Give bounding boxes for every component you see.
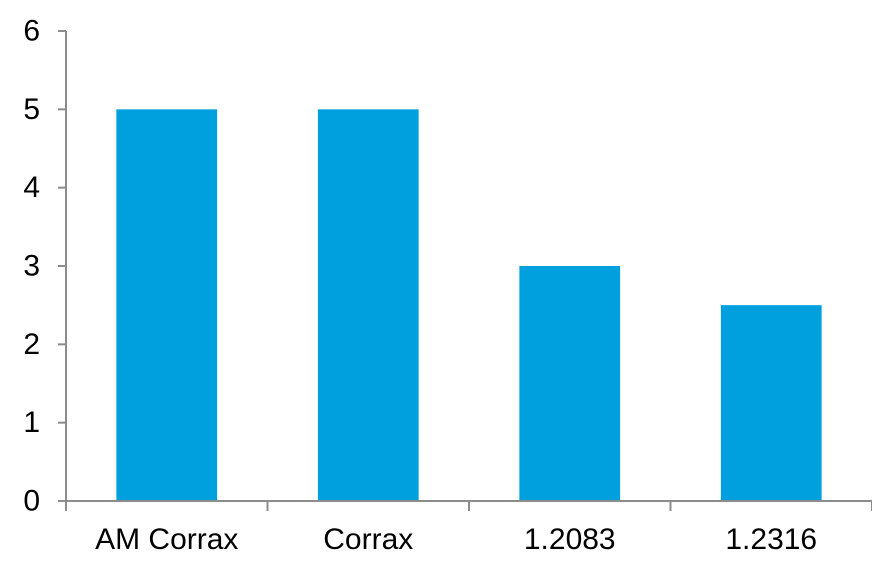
bar-am-corrax xyxy=(116,109,218,501)
x-category-label: 1.2316 xyxy=(725,523,817,556)
bars-group xyxy=(116,109,822,501)
y-tick-label: 1 xyxy=(23,406,40,439)
y-tick-label: 3 xyxy=(23,250,40,283)
x-category-label: AM Corrax xyxy=(95,523,238,556)
x-ticks-group: AM Corrax Corrax 1.2083 1.2316 xyxy=(65,501,872,556)
y-tick-label: 5 xyxy=(23,93,40,126)
bar-1-2316 xyxy=(720,305,822,501)
bar-corrax xyxy=(317,109,419,501)
bar-1-2083 xyxy=(519,266,621,501)
x-category-label: Corrax xyxy=(323,523,413,556)
y-tick-label: 4 xyxy=(23,171,40,204)
y-ticks-group: 0 1 2 3 4 5 6 xyxy=(23,15,66,518)
x-category-label: 1.2083 xyxy=(524,523,616,556)
y-tick-label: 0 xyxy=(23,485,40,518)
y-tick-label: 6 xyxy=(23,15,40,48)
y-tick-label: 2 xyxy=(23,328,40,361)
